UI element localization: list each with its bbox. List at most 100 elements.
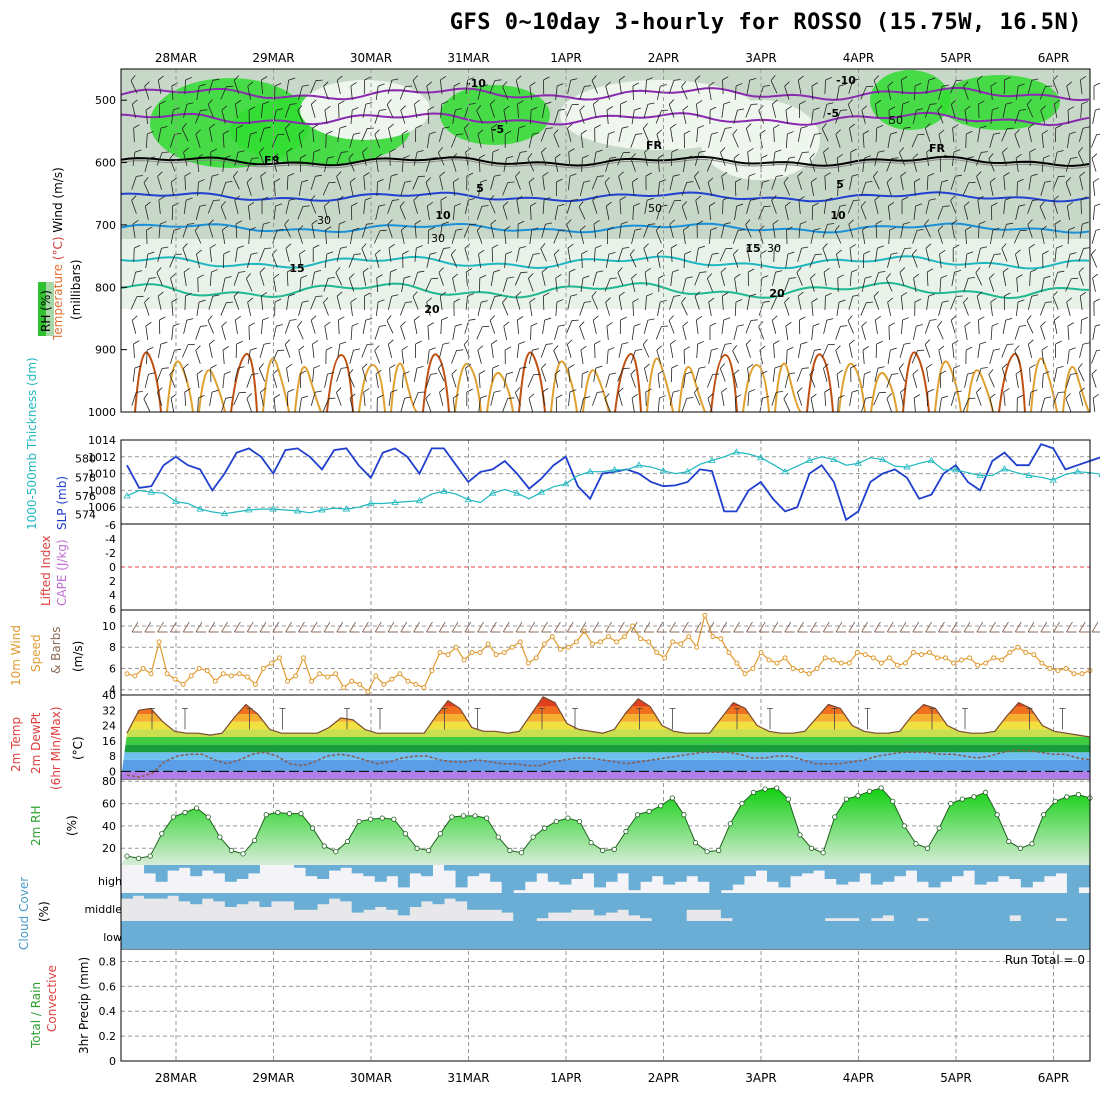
cloud-bar <box>467 921 480 949</box>
upper-wind-barb <box>362 102 373 118</box>
cloud-bar <box>397 921 410 949</box>
surface-wind-barb <box>938 621 949 633</box>
upper-wind-barb <box>541 147 547 166</box>
cloud-bar <box>928 921 941 949</box>
upper-wind-barb <box>260 221 270 238</box>
upper-wind-barb <box>657 154 665 173</box>
upper-wind-barb <box>143 177 151 196</box>
upper-wind-barb <box>707 373 720 388</box>
upper-wind-barb <box>1065 157 1078 172</box>
temp-line <box>126 696 1091 738</box>
boundary-layer-contour <box>294 366 322 413</box>
upper-wind-barb <box>1079 387 1085 406</box>
rh-point <box>843 796 849 802</box>
contour-label: 10 <box>435 209 451 222</box>
upper-wind-barb <box>273 178 281 197</box>
cloud-bar <box>893 893 906 921</box>
wind-speed-point <box>212 678 218 684</box>
cloud-bar <box>559 865 572 885</box>
upper-wind-barb <box>707 177 714 196</box>
upper-wind-barb <box>156 367 169 382</box>
upper-wind-barb <box>797 171 803 190</box>
upper-wind-barb <box>604 277 617 292</box>
surface-wind-barb <box>694 621 706 633</box>
upper-wind-barb <box>798 221 807 239</box>
cloud-bar <box>663 865 676 885</box>
upper-wind-barb <box>746 198 757 214</box>
upper-wind-barb <box>400 396 412 412</box>
upper-wind-barb <box>773 340 780 359</box>
upper-wind-barb <box>540 363 547 382</box>
upper-wind-barb <box>515 387 521 406</box>
surface-wind-barb <box>899 621 910 633</box>
upper-wind-barb <box>362 317 373 334</box>
upper-wind-barb <box>1003 388 1010 407</box>
wind-speed-point <box>389 676 395 682</box>
cloud-bar <box>201 865 214 871</box>
upper-wind-barb <box>413 99 421 118</box>
upper-wind-barb <box>976 75 983 94</box>
upper-wind-barb <box>1016 178 1024 197</box>
cloud-bar <box>570 893 583 910</box>
precip-label-b: Convective <box>45 965 59 1032</box>
upper-wind-barb <box>1041 155 1050 173</box>
cloud-bar <box>524 921 537 949</box>
thickness-point <box>196 505 204 512</box>
cloud-bar <box>582 893 595 910</box>
upper-wind-barb <box>632 202 640 221</box>
upper-wind-barb <box>1041 371 1050 389</box>
upper-wind-barb <box>580 275 590 292</box>
upper-wind-barb <box>196 249 202 268</box>
rh-point <box>646 808 652 814</box>
upper-wind-barb <box>1079 221 1089 238</box>
surface-wind-barb <box>592 621 603 633</box>
upper-wind-barb <box>182 243 188 262</box>
cloud-bar <box>732 921 745 949</box>
cloud-bar <box>801 921 814 949</box>
rh-point <box>553 818 559 825</box>
upper-wind-barb <box>159 316 166 335</box>
upper-wind-barb <box>809 369 816 388</box>
upper-wind-barb <box>196 299 206 316</box>
upper-wind-barb <box>515 171 521 190</box>
cloud-bar <box>697 921 710 949</box>
cloud-bar <box>882 865 895 882</box>
upper-wind-barb <box>386 99 394 118</box>
upper-wind-barb <box>566 319 579 334</box>
cloud-bar <box>282 921 295 949</box>
rh-point <box>855 793 861 799</box>
upper-wind-barb <box>489 79 502 94</box>
upper-wind-barb <box>797 387 803 406</box>
surface-wind-barb <box>528 621 539 633</box>
upper-wind-barb <box>1065 393 1072 412</box>
rh-point <box>959 796 965 802</box>
cloud-bar <box>824 893 837 919</box>
boundary-layer-contour <box>742 364 770 413</box>
thickness-point <box>220 509 229 517</box>
upper-wind-barb <box>477 129 484 148</box>
wind-speed-point <box>565 644 571 650</box>
upper-wind-barb <box>1053 315 1060 334</box>
contour-label: 50 <box>648 202 662 215</box>
upper-wind-barb <box>438 267 444 286</box>
upper-wind-barb <box>489 295 502 310</box>
temp-tick-label: 8 <box>109 750 116 763</box>
upper-wind-barb <box>683 130 691 149</box>
wind-speed-point <box>694 644 700 650</box>
cloud-bar <box>513 865 526 891</box>
upper-wind-barb <box>373 229 387 244</box>
upper-wind-barb <box>144 372 156 388</box>
upper-wind-barb <box>593 245 602 263</box>
upper-wind-barb <box>504 130 512 148</box>
wind-speed-point <box>622 634 628 640</box>
upper-wind-barb <box>310 390 322 406</box>
upper-wind-barb <box>670 269 679 286</box>
upper-wind-barb <box>157 246 169 262</box>
upper-wind-barb <box>502 297 509 316</box>
cloud-bar <box>374 921 387 949</box>
rh-point <box>623 828 629 835</box>
upper-wind-barb <box>376 394 384 413</box>
surface-wind-barb <box>822 621 834 633</box>
wind-speed-point <box>349 678 355 684</box>
upper-wind-barb <box>861 396 873 412</box>
